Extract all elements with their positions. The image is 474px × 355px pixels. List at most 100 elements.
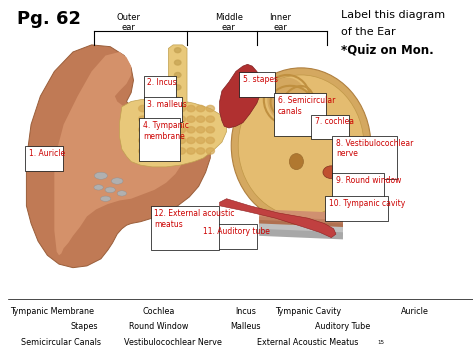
Ellipse shape xyxy=(231,68,371,223)
Text: Cochlea: Cochlea xyxy=(143,307,175,316)
Circle shape xyxy=(196,148,205,154)
Circle shape xyxy=(196,105,205,112)
Polygon shape xyxy=(219,64,262,128)
Polygon shape xyxy=(55,52,189,255)
Circle shape xyxy=(148,148,156,154)
Polygon shape xyxy=(259,209,343,223)
Text: 6. Semicircular
canals: 6. Semicircular canals xyxy=(278,96,335,116)
Text: 11. Auditory tube: 11. Auditory tube xyxy=(203,227,270,236)
Text: Round Window: Round Window xyxy=(129,322,189,332)
Circle shape xyxy=(167,127,176,133)
Text: Tympanic Cavity: Tympanic Cavity xyxy=(275,307,341,316)
Text: Auricle: Auricle xyxy=(401,307,429,316)
Circle shape xyxy=(174,48,181,53)
Text: 8. Vestibulocochlear
nerve: 8. Vestibulocochlear nerve xyxy=(336,138,413,158)
Circle shape xyxy=(148,137,156,143)
Ellipse shape xyxy=(267,78,307,122)
Circle shape xyxy=(206,105,214,112)
Text: Stapes: Stapes xyxy=(71,322,99,332)
Circle shape xyxy=(177,105,185,112)
Circle shape xyxy=(174,72,181,77)
Text: 4. Tympanic
membrane: 4. Tympanic membrane xyxy=(143,121,189,141)
Circle shape xyxy=(138,127,147,133)
Text: Incus: Incus xyxy=(235,307,255,316)
FancyBboxPatch shape xyxy=(274,93,326,136)
Circle shape xyxy=(196,127,205,133)
Ellipse shape xyxy=(238,75,364,217)
Circle shape xyxy=(174,85,181,90)
Ellipse shape xyxy=(290,154,303,170)
Text: 3. malleus: 3. malleus xyxy=(147,100,187,109)
Circle shape xyxy=(177,137,185,143)
Circle shape xyxy=(138,137,147,143)
FancyBboxPatch shape xyxy=(200,224,256,249)
Circle shape xyxy=(187,116,195,122)
Ellipse shape xyxy=(94,185,103,190)
Polygon shape xyxy=(168,45,187,107)
Polygon shape xyxy=(119,98,227,167)
Ellipse shape xyxy=(274,88,310,118)
Text: Pg. 62: Pg. 62 xyxy=(17,10,81,28)
Polygon shape xyxy=(219,199,336,237)
Circle shape xyxy=(148,127,156,133)
Circle shape xyxy=(167,137,176,143)
Circle shape xyxy=(158,148,166,154)
Text: 2. Incus: 2. Incus xyxy=(147,78,177,87)
Polygon shape xyxy=(259,220,343,230)
Ellipse shape xyxy=(111,178,123,184)
Circle shape xyxy=(158,116,166,122)
Circle shape xyxy=(174,60,181,65)
Text: Vestibulocochlear Nerve: Vestibulocochlear Nerve xyxy=(124,338,222,348)
Text: Inner
ear: Inner ear xyxy=(269,13,291,32)
Text: External Acoustic Meatus: External Acoustic Meatus xyxy=(257,338,359,348)
Text: Middle
ear: Middle ear xyxy=(215,13,243,32)
FancyBboxPatch shape xyxy=(144,76,176,100)
Text: 1. Auricle: 1. Auricle xyxy=(29,149,65,158)
FancyBboxPatch shape xyxy=(25,146,63,171)
FancyBboxPatch shape xyxy=(325,196,388,221)
Polygon shape xyxy=(259,229,343,239)
Text: Malleus: Malleus xyxy=(230,322,260,332)
Text: *Quiz on Mon.: *Quiz on Mon. xyxy=(341,44,433,57)
Circle shape xyxy=(187,137,195,143)
Text: of the Ear: of the Ear xyxy=(341,27,395,37)
Circle shape xyxy=(158,105,166,112)
FancyBboxPatch shape xyxy=(139,118,180,161)
Circle shape xyxy=(174,97,181,102)
Circle shape xyxy=(148,105,156,112)
Polygon shape xyxy=(27,45,210,268)
FancyBboxPatch shape xyxy=(151,207,219,250)
Circle shape xyxy=(206,137,214,143)
Text: 7. cochlea: 7. cochlea xyxy=(315,118,354,126)
FancyBboxPatch shape xyxy=(239,72,274,97)
Ellipse shape xyxy=(117,191,127,196)
Text: 9. Round window: 9. Round window xyxy=(336,176,401,185)
Ellipse shape xyxy=(283,89,310,125)
Ellipse shape xyxy=(94,172,108,179)
Ellipse shape xyxy=(100,196,110,201)
Polygon shape xyxy=(259,217,343,227)
Text: Label this diagram: Label this diagram xyxy=(341,10,445,20)
Circle shape xyxy=(158,137,166,143)
Polygon shape xyxy=(259,223,343,236)
Circle shape xyxy=(187,148,195,154)
Circle shape xyxy=(167,148,176,154)
Circle shape xyxy=(148,116,156,122)
Text: Auditory Tube: Auditory Tube xyxy=(315,322,371,332)
Circle shape xyxy=(138,116,147,122)
Circle shape xyxy=(187,105,195,112)
Circle shape xyxy=(177,127,185,133)
Circle shape xyxy=(158,127,166,133)
Circle shape xyxy=(138,105,147,112)
Circle shape xyxy=(167,105,176,112)
Circle shape xyxy=(177,148,185,154)
Circle shape xyxy=(206,116,214,122)
FancyBboxPatch shape xyxy=(332,136,397,179)
FancyBboxPatch shape xyxy=(332,173,384,198)
Circle shape xyxy=(206,127,214,133)
Text: 5. stapes: 5. stapes xyxy=(243,75,278,84)
Ellipse shape xyxy=(105,187,115,193)
Circle shape xyxy=(206,148,214,154)
Text: Outer
ear: Outer ear xyxy=(117,13,141,32)
Text: 12. External acoustic
meatus: 12. External acoustic meatus xyxy=(155,209,235,229)
